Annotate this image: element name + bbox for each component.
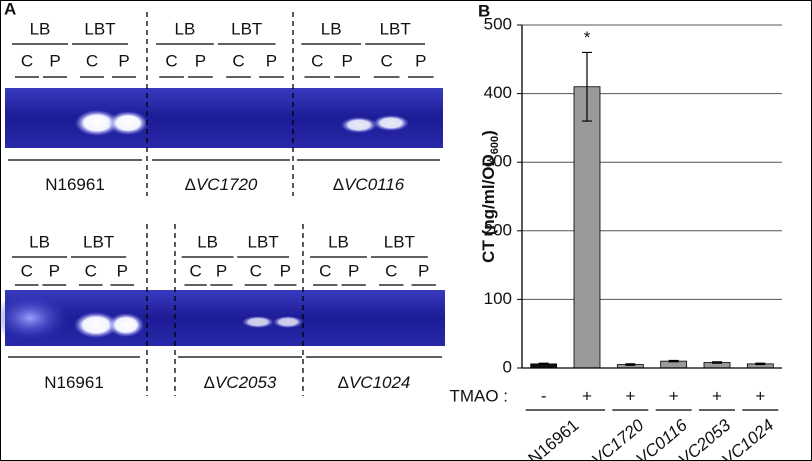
media-label: LB — [328, 232, 349, 251]
y-axis-label: CT (ng/ml/OD600) — [479, 130, 500, 263]
band — [108, 111, 148, 135]
lane-label: C — [165, 51, 177, 70]
lane-label: P — [418, 261, 429, 280]
lane-label: P — [195, 51, 206, 70]
panel-label: A — [4, 0, 16, 18]
lane-label: P — [266, 51, 277, 70]
band — [373, 115, 409, 131]
media-label: LBT — [84, 19, 115, 38]
lane-label: P — [280, 261, 291, 280]
media-label: LBT — [83, 232, 114, 251]
y-tick-label: 300 — [484, 152, 512, 171]
lane-label: C — [385, 261, 397, 280]
bar — [573, 86, 601, 369]
band — [242, 316, 274, 328]
dividers — [146, 12, 304, 396]
strain-label: ΔVC0116 — [333, 175, 405, 194]
error-bar — [668, 359, 679, 363]
annotation: * — [584, 28, 591, 47]
lane-label: C — [381, 51, 393, 70]
error-bar — [625, 363, 636, 366]
bands — [74, 110, 409, 338]
error-bar — [712, 361, 722, 364]
band — [75, 110, 119, 136]
gel-glow — [0, 294, 70, 342]
row-value: - — [541, 386, 547, 405]
lane-label: P — [415, 51, 426, 70]
band — [341, 117, 377, 133]
lane-label: P — [49, 261, 60, 280]
media-label: LB — [197, 232, 218, 251]
row-value: + — [625, 386, 635, 405]
media-label: LB — [29, 232, 50, 251]
row-value: + — [669, 386, 679, 405]
lane-label: C — [311, 51, 323, 70]
media-label: LBT — [384, 232, 415, 251]
y-tick-label: 400 — [484, 83, 512, 102]
row-value: + — [755, 386, 765, 405]
lane-label: C — [21, 51, 33, 70]
media-label: LBT — [380, 19, 411, 38]
lane-label: C — [250, 261, 262, 280]
error-bar — [582, 51, 592, 122]
panel-label: B — [478, 1, 490, 20]
lane-label: C — [319, 261, 331, 280]
y-tick-label: 100 — [484, 289, 512, 308]
row-value: + — [582, 386, 592, 405]
y-tick-label: 0 — [503, 357, 512, 376]
band — [108, 313, 144, 337]
strain-label: N16961 — [44, 373, 104, 392]
error-bar — [755, 362, 766, 366]
row-label: TMAO : — [449, 386, 508, 405]
lane-label: P — [216, 261, 227, 280]
error-bar — [538, 362, 549, 366]
media-label: LB — [175, 19, 196, 38]
row-value: + — [712, 386, 722, 405]
strain-label: ΔVC1720 — [185, 175, 258, 194]
y-tick-label: 200 — [484, 220, 512, 239]
lane-label: C — [189, 261, 201, 280]
x-tick-label: N16961 — [525, 416, 583, 461]
lane-label: P — [118, 51, 129, 70]
media-label: LBT — [248, 232, 279, 251]
lane-label: C — [232, 51, 244, 70]
band — [74, 312, 118, 338]
media-label: LB — [321, 19, 342, 38]
strain-label: N16961 — [45, 175, 105, 194]
y-tick-label: 500 — [484, 14, 512, 33]
band — [273, 316, 303, 328]
media-label: LB — [30, 19, 51, 38]
lane-label: C — [85, 261, 97, 280]
lane-label: C — [21, 261, 33, 280]
lane-label: P — [348, 261, 359, 280]
strain-label: ΔVC1024 — [338, 373, 411, 392]
lane-label: P — [341, 51, 352, 70]
gel-image — [5, 290, 445, 346]
lane-label: P — [117, 261, 128, 280]
media-label: LBT — [231, 19, 262, 38]
strain-label: ΔVC2053 — [204, 373, 277, 392]
lane-label: C — [86, 51, 98, 70]
lane-label: P — [49, 51, 60, 70]
